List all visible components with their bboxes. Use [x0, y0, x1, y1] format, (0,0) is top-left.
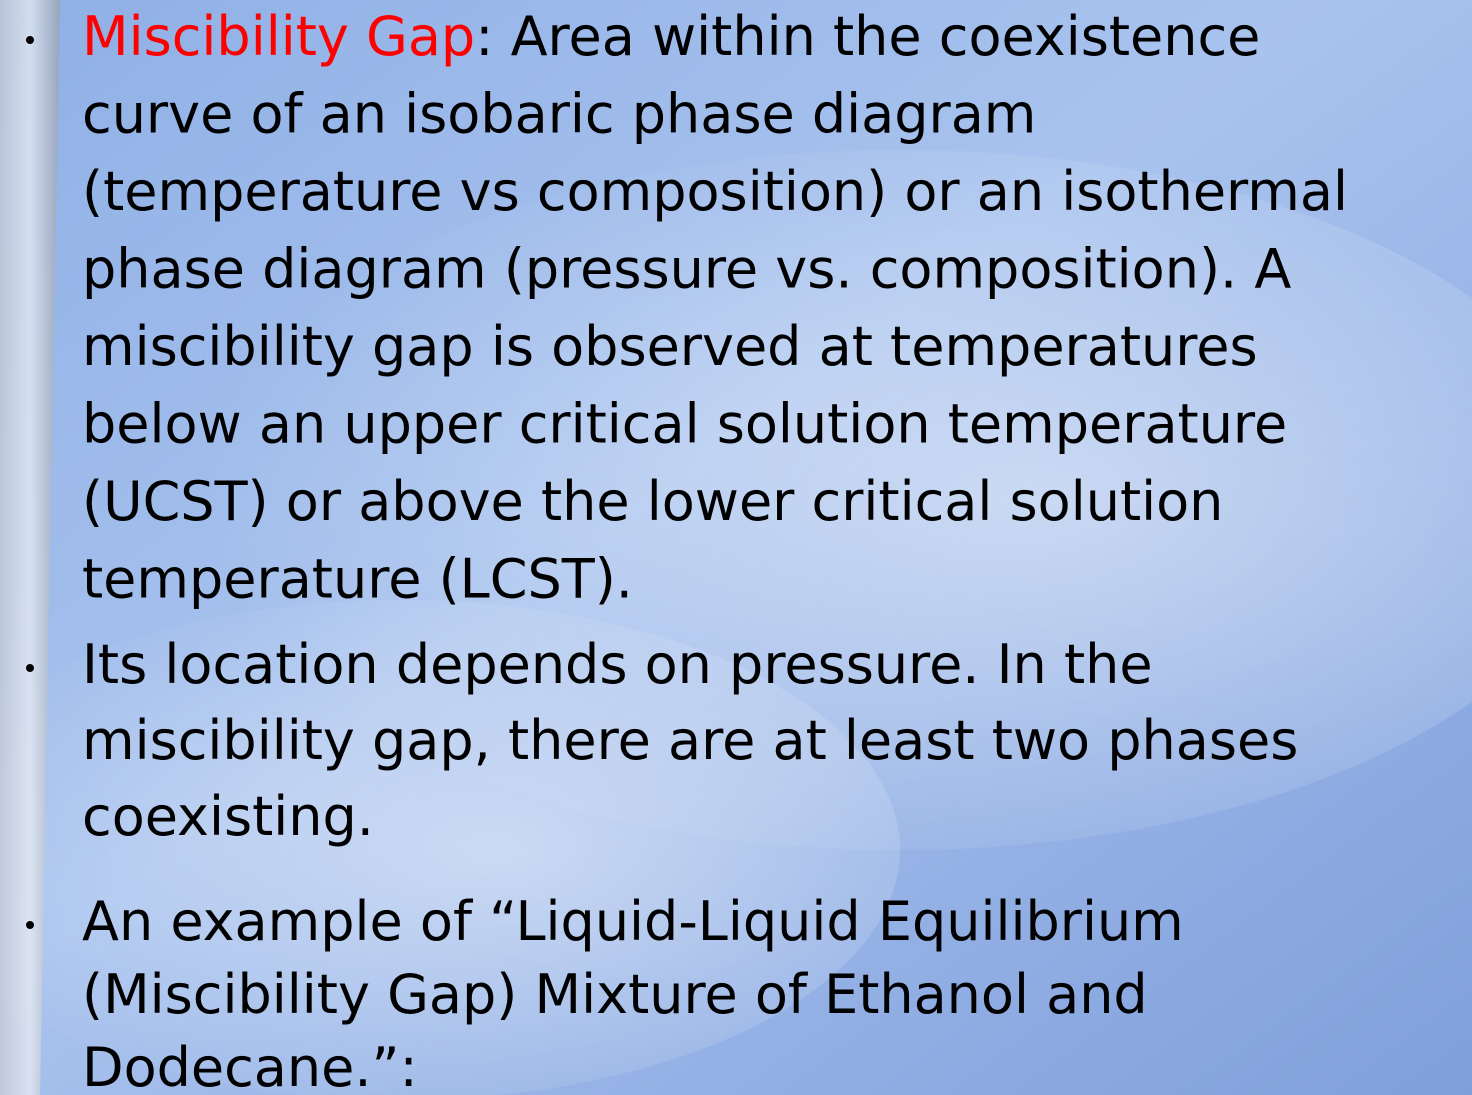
line-text: : Area within the coexistence — [475, 5, 1260, 68]
bullet-line: An example of “Liquid-Liquid Equilibrium — [82, 890, 1184, 953]
bullet-line: below an upper critical solution tempera… — [82, 392, 1287, 455]
bullet-line: Dodecane.”: — [82, 1036, 418, 1095]
bullet-dot — [26, 36, 34, 44]
bullet-line: (UCST) or above the lower critical solut… — [82, 470, 1223, 533]
bullet-line: Miscibility Gap: Area within the coexist… — [82, 5, 1260, 68]
bullet-list: Miscibility Gap: Area within the coexist… — [26, 5, 1348, 1095]
line-text: curve of an isobaric phase diagram — [82, 82, 1036, 145]
bullet-line: Its location depends on pressure. In the — [82, 633, 1153, 696]
term: Miscibility Gap — [82, 5, 475, 68]
line-text: (Miscibility Gap) Mixture of Ethanol and — [82, 963, 1148, 1026]
bullet-line: miscibility gap is observed at temperatu… — [82, 315, 1258, 378]
line-text: below an upper critical solution tempera… — [82, 392, 1287, 455]
line-text: miscibility gap is observed at temperatu… — [82, 315, 1258, 378]
bullet-line: (temperature vs composition) or an isoth… — [82, 160, 1348, 223]
bullet-line: coexisting. — [82, 785, 374, 848]
bullet-line: phase diagram (pressure vs. composition)… — [82, 237, 1291, 300]
bullet-line: (Miscibility Gap) Mixture of Ethanol and — [82, 963, 1148, 1026]
line-text: coexisting. — [82, 785, 374, 848]
line-text: miscibility gap, there are at least two … — [82, 709, 1298, 772]
line-text: (UCST) or above the lower critical solut… — [82, 470, 1223, 533]
line-text: Its location depends on pressure. In the — [82, 633, 1153, 696]
line-text: phase diagram (pressure vs. composition)… — [82, 237, 1291, 300]
bullet-line: temperature (LCST). — [82, 547, 633, 610]
pipe — [0, 0, 60, 1095]
line-text: Dodecane.”: — [82, 1036, 418, 1095]
bullet-line: curve of an isobaric phase diagram — [82, 82, 1036, 145]
line-text: temperature (LCST). — [82, 547, 633, 610]
bullet-line: miscibility gap, there are at least two … — [82, 709, 1298, 772]
bullet-dot — [26, 921, 34, 929]
line-text: (temperature vs composition) or an isoth… — [82, 160, 1348, 223]
line-text: An example of “Liquid-Liquid Equilibrium — [82, 890, 1184, 953]
cloud — [0, 600, 900, 1095]
bullet-dot — [26, 664, 34, 672]
